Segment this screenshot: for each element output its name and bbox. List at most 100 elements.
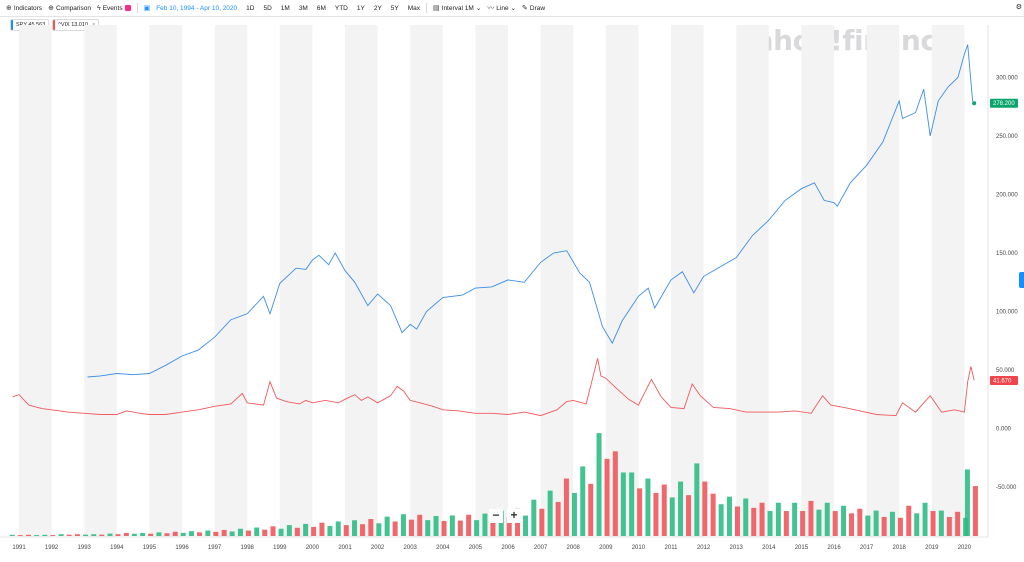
spy-series-line [87,44,975,378]
volume-bar [115,534,121,536]
draw-button[interactable]: ✎ Draw [522,4,545,13]
settings-gear-icon[interactable]: ⚙ [1015,4,1022,11]
zoom-in-button[interactable]: + [507,509,521,523]
chevron-down-icon: ⌄ [475,5,482,12]
volume-bar [433,516,439,536]
chart-toolbar: ⊕ Indicators ⊕ Comparison ϟ Events ▣ Feb 10,… [0,0,1024,17]
legend-vix-color [53,20,56,30]
events-icon: ϟ [96,4,101,12]
volume-bar [726,496,732,536]
volume-bar [148,533,154,536]
volume-bar [930,511,936,536]
range-button-2y[interactable]: 2Y [373,4,382,12]
volume-bar [294,527,300,536]
vix-last-price-badge [990,376,1018,386]
volume-bar [523,515,529,536]
volume-bar [180,532,186,536]
range-button-3m[interactable]: 3M [298,4,308,12]
year-band [279,25,313,537]
volume-bar [303,523,309,536]
volume-bar [197,532,203,536]
volume-bar [352,520,358,536]
calendar-icon: ▣ [143,5,151,12]
volume-bar [66,534,72,536]
volume-bar [286,525,292,536]
events-button[interactable]: ϟ Events [97,5,131,12]
year-band [475,25,508,537]
volume-bar [694,463,700,536]
vix-last-price-label: 41.670 [993,379,1012,385]
volume-bar [938,510,944,536]
volume-bar [588,483,594,536]
y-tick-label: 150.000 [996,251,1018,257]
price-chart[interactable]: 300.000 250.000 200.000 150.000 100.000 50.00… [0,16,1024,562]
date-range-button[interactable]: ▣ Feb 10, 1994 - Apr 10, 2020 [143,4,238,13]
x-axis: 1991 1992 1993 1994 1995 1996 1997 1998 1999 2000… [0,536,988,551]
comparison-icon: ⊕ [48,5,54,12]
legend-vix-label: ^VIX 13.010 [58,22,89,28]
volume-bar [368,519,374,536]
volume-bar [107,533,113,536]
volume-bar [457,520,463,536]
volume-bar [441,521,447,536]
volume-bar [400,514,406,536]
interval-button[interactable]: ▤ Interval 1M ⌄ [433,4,482,13]
interval-value: 1M [464,4,474,12]
y-axis: 300.000 250.000 200.000 150.000 100.000 50.00… [987,25,1018,537]
volume-bar [653,492,659,536]
range-button-1m[interactable]: 1M [280,4,290,12]
volume-bar [262,529,268,536]
indicators-button[interactable]: ⊕ Indicators [6,4,43,13]
volume-bar [74,534,80,536]
indicators-label: Indicators [13,4,43,12]
volume-bar [99,534,105,536]
year-band [84,25,117,537]
range-button-max[interactable]: Max [407,4,421,12]
volume-bar [172,531,178,536]
comparison-button[interactable]: ⊕ Comparison [48,4,91,13]
volume-bar [278,528,284,536]
volume-bar [343,525,349,536]
year-band [866,25,900,537]
range-button-1y[interactable]: 1Y [356,4,365,12]
volume-bar [245,530,251,536]
volume-bar [376,523,382,536]
line-type-button[interactable]: 〰 Line ⌄ [487,3,516,13]
indicators-icon: ⊕ [6,5,12,12]
chevron-down-icon: ⌄ [510,5,517,12]
volume-bar [612,451,618,536]
zoom-out-button[interactable]: − [489,509,503,523]
volume-bar [156,532,162,536]
volume-bar [637,488,643,536]
y-tick-label: 50.000 [996,368,1015,374]
year-band [410,25,443,537]
volume-bar [946,516,952,536]
volume-bar [889,511,895,536]
volume-bar [213,531,219,536]
line-chart-icon: 〰 [487,5,495,12]
spy-last-price-label: 278.200 [993,101,1015,107]
volume-bar [873,510,879,536]
range-button-ytd[interactable]: YTD [334,4,348,12]
comparison-label: Comparison [55,4,91,12]
range-button-6m[interactable]: 6M [316,4,326,12]
range-button-5d[interactable]: 5D [263,4,272,12]
volume-bar [319,522,325,536]
volume-bar [857,508,863,536]
y-tick-label: 250.000 [996,134,1018,140]
volume-bar [34,535,40,536]
volume-bar [849,513,855,536]
interval-label: Interval [441,4,463,12]
year-bands [19,25,965,537]
year-band [345,25,378,537]
side-panel-tab[interactable] [1019,272,1024,288]
volume-bar [506,516,512,536]
volume-bar [816,509,822,536]
volume-bar [759,502,765,536]
volume-bar [237,528,243,536]
volume-bar [865,515,871,536]
y-tick-label: 100.000 [996,310,1018,316]
range-button-1d[interactable]: 1D [246,4,255,12]
volume-bar [751,507,757,536]
range-button-5y[interactable]: 5Y [390,4,399,12]
